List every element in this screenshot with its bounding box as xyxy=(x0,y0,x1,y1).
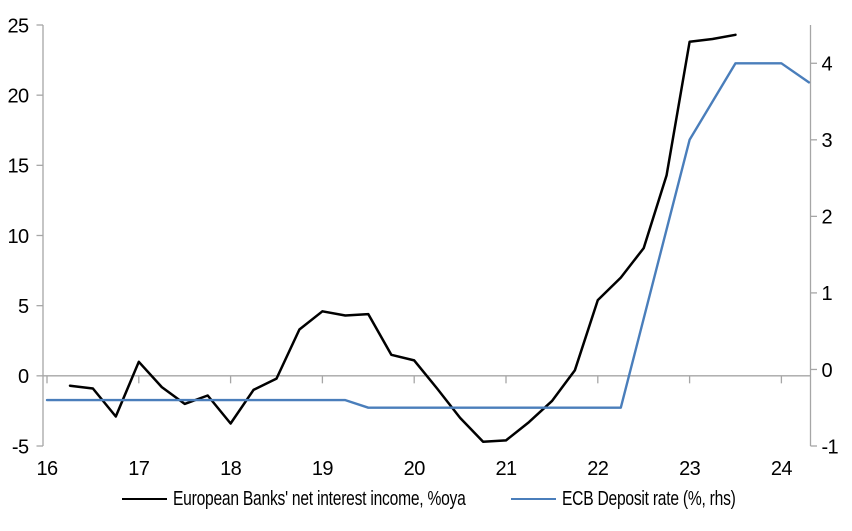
legend: European Banks' net interest income, %oy… xyxy=(0,486,852,514)
left-axis-tick-label: 5 xyxy=(18,296,29,318)
left-axis-tick-label: 25 xyxy=(7,15,29,37)
x-axis-tick-label: 24 xyxy=(771,458,793,480)
x-axis-ticks: 16 17 18 19 20 21 22 23 24 xyxy=(36,375,793,480)
x-axis-tick-label: 17 xyxy=(128,458,150,480)
legend-item-net-interest-income: European Banks' net interest income, %oy… xyxy=(122,486,548,512)
legend-line-sample-black xyxy=(122,497,167,501)
series-line-1 xyxy=(45,62,811,409)
right-axis-tick-label: -1 xyxy=(822,436,839,458)
left-axis-tick-label: 10 xyxy=(7,226,29,248)
left-axis-ticks: 25 20 15 10 5 0 -5 xyxy=(7,15,43,458)
legend-label-ecb-deposit-rate: ECB Deposit rate (%, rhs) xyxy=(562,487,736,510)
legend-label-net-interest-income: European Banks' net interest income, %oy… xyxy=(173,487,466,510)
left-axis-tick-label: -5 xyxy=(12,436,29,458)
x-axis-tick-label: 21 xyxy=(495,458,517,480)
right-axis-tick-label: 1 xyxy=(822,283,833,305)
left-axis-tick-label: 20 xyxy=(7,85,29,107)
x-axis-tick-label: 16 xyxy=(36,458,58,480)
left-axis-tick-label: 0 xyxy=(18,366,29,388)
right-axis-tick-label: 0 xyxy=(822,360,833,382)
x-axis-tick-label: 23 xyxy=(679,458,701,480)
right-axis-tick-label: 2 xyxy=(822,207,833,229)
left-axis-tick-label: 15 xyxy=(7,156,29,178)
x-axis-tick-label: 18 xyxy=(220,458,242,480)
x-axis-tick-label: 20 xyxy=(404,458,426,480)
right-axis-tick-label: 4 xyxy=(822,54,833,76)
series-line-0 xyxy=(68,33,737,444)
x-axis-tick-label: 19 xyxy=(312,458,334,480)
right-axis-tick-label: 3 xyxy=(822,130,833,152)
right-axis-ticks: 4 3 2 1 0 -1 xyxy=(810,54,839,458)
legend-line-sample-blue xyxy=(511,497,556,501)
legend-item-ecb-deposit-rate: ECB Deposit rate (%, rhs) xyxy=(511,486,785,512)
x-axis-tick-label: 22 xyxy=(587,458,609,480)
